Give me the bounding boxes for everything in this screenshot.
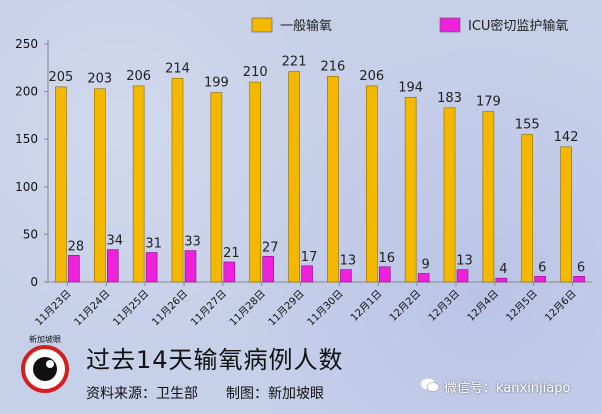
data-label-general-oxygen: 214 <box>165 61 190 76</box>
bar-general-oxygen <box>288 71 300 283</box>
x-tick-label: 12月2日 <box>387 288 423 324</box>
legend-label: ICU密切监护输氧 <box>468 18 568 34</box>
bar-general-oxygen <box>560 146 572 283</box>
data-label-general-oxygen: 183 <box>437 91 462 106</box>
data-label-icu-oxygen: 34 <box>107 234 124 249</box>
data-label-general-oxygen: 179 <box>476 95 501 110</box>
legend-swatch <box>439 17 461 33</box>
x-tick-label: 11月28日 <box>227 288 268 329</box>
data-label-icu-oxygen: 17 <box>301 250 318 265</box>
bar-general-oxygen <box>171 77 184 283</box>
data-label-icu-oxygen: 31 <box>145 236 162 251</box>
data-label-general-oxygen: 205 <box>49 70 74 85</box>
y-tick-label: 200 <box>15 85 38 99</box>
data-label-general-oxygen: 194 <box>398 80 423 95</box>
data-label-general-oxygen: 206 <box>359 69 384 84</box>
bar-general-oxygen <box>132 85 145 283</box>
credit-note: 制图：新加坡眼 <box>226 386 324 402</box>
bar-icu-oxygen <box>223 261 236 283</box>
data-label-icu-oxygen: 28 <box>68 239 85 254</box>
bar-general-oxygen <box>521 134 534 283</box>
data-label-icu-oxygen: 21 <box>223 246 240 261</box>
data-label-icu-oxygen: 9 <box>422 257 430 272</box>
legend-swatch <box>251 17 273 33</box>
bar-icu-oxygen <box>184 250 197 283</box>
data-label-icu-oxygen: 6 <box>577 260 585 275</box>
x-tick-label: 12月6日 <box>543 288 579 324</box>
bar-general-oxygen <box>93 88 106 283</box>
data-label-icu-oxygen: 27 <box>262 240 279 255</box>
bar-general-oxygen <box>249 81 262 283</box>
bar-general-oxygen <box>210 92 223 283</box>
bar-general-oxygen <box>365 85 378 283</box>
data-label-general-oxygen: 210 <box>243 65 268 80</box>
legend-label: 一般输氧 <box>280 18 332 34</box>
data-label-icu-oxygen: 6 <box>538 260 546 275</box>
source-note: 资料来源：卫生部 <box>86 386 198 402</box>
wechat-id: 微信号：kanxinjiapo <box>420 377 570 397</box>
x-tick-label: 12月3日 <box>426 288 462 324</box>
data-label-general-oxygen: 142 <box>554 130 579 145</box>
x-tick-label: 11月23日 <box>33 288 74 329</box>
bar-icu-oxygen <box>534 275 547 283</box>
x-tick-label: 11月25日 <box>111 288 152 329</box>
eye-logo-icon <box>16 336 74 394</box>
data-label-general-oxygen: 199 <box>204 76 229 91</box>
y-tick-label: 250 <box>15 37 38 51</box>
bar-general-oxygen <box>443 107 456 283</box>
bar-icu-oxygen <box>301 265 313 283</box>
data-label-icu-oxygen: 13 <box>456 254 473 269</box>
x-tick-label: 11月30日 <box>305 288 346 329</box>
data-label-icu-oxygen: 16 <box>379 251 396 266</box>
chart-title: 过去14天输氧病例人数 <box>86 346 344 374</box>
data-label-general-oxygen: 206 <box>126 69 151 84</box>
y-tick-label: 100 <box>15 180 38 194</box>
bar-icu-oxygen <box>106 249 119 283</box>
bar-icu-oxygen <box>68 255 80 283</box>
bar-icu-oxygen <box>456 269 469 283</box>
data-label-general-oxygen: 203 <box>87 72 112 87</box>
bar-icu-oxygen <box>417 273 430 283</box>
bar-general-oxygen <box>327 76 339 283</box>
x-tick-label: 11月27日 <box>188 288 229 329</box>
wechat-text: 微信号：kanxinjiapo <box>444 381 571 396</box>
x-tick-label: 11月26日 <box>149 288 190 329</box>
data-label-general-oxygen: 155 <box>515 117 540 132</box>
logo-text: 新加坡眼 <box>29 335 61 344</box>
bar-icu-oxygen <box>262 255 275 283</box>
x-tick-label: 11月24日 <box>72 288 113 329</box>
bar-general-oxygen <box>482 111 495 283</box>
x-tick-label: 12月5日 <box>504 288 540 324</box>
bar-general-oxygen <box>55 86 67 283</box>
y-tick-label: 50 <box>23 227 38 241</box>
x-tick-label: 11月29日 <box>266 288 307 329</box>
data-label-icu-oxygen: 13 <box>340 254 357 269</box>
x-tick-label: 12月4日 <box>465 288 501 324</box>
bar-icu-oxygen <box>573 275 585 283</box>
bar-icu-oxygen <box>378 266 391 283</box>
bar-icu-oxygen <box>145 252 158 283</box>
data-label-general-oxygen: 221 <box>282 55 307 70</box>
data-label-icu-oxygen: 4 <box>499 262 507 277</box>
data-label-icu-oxygen: 33 <box>184 235 201 250</box>
bar-icu-oxygen <box>340 269 352 283</box>
bar-icu-oxygen <box>495 277 508 283</box>
wechat-icon <box>420 378 440 397</box>
y-tick-label: 0 <box>30 275 38 289</box>
x-tick-label: 12月1日 <box>348 288 384 324</box>
data-label-general-oxygen: 216 <box>321 59 346 74</box>
y-tick-label: 150 <box>15 132 38 146</box>
bar-general-oxygen <box>404 97 417 283</box>
